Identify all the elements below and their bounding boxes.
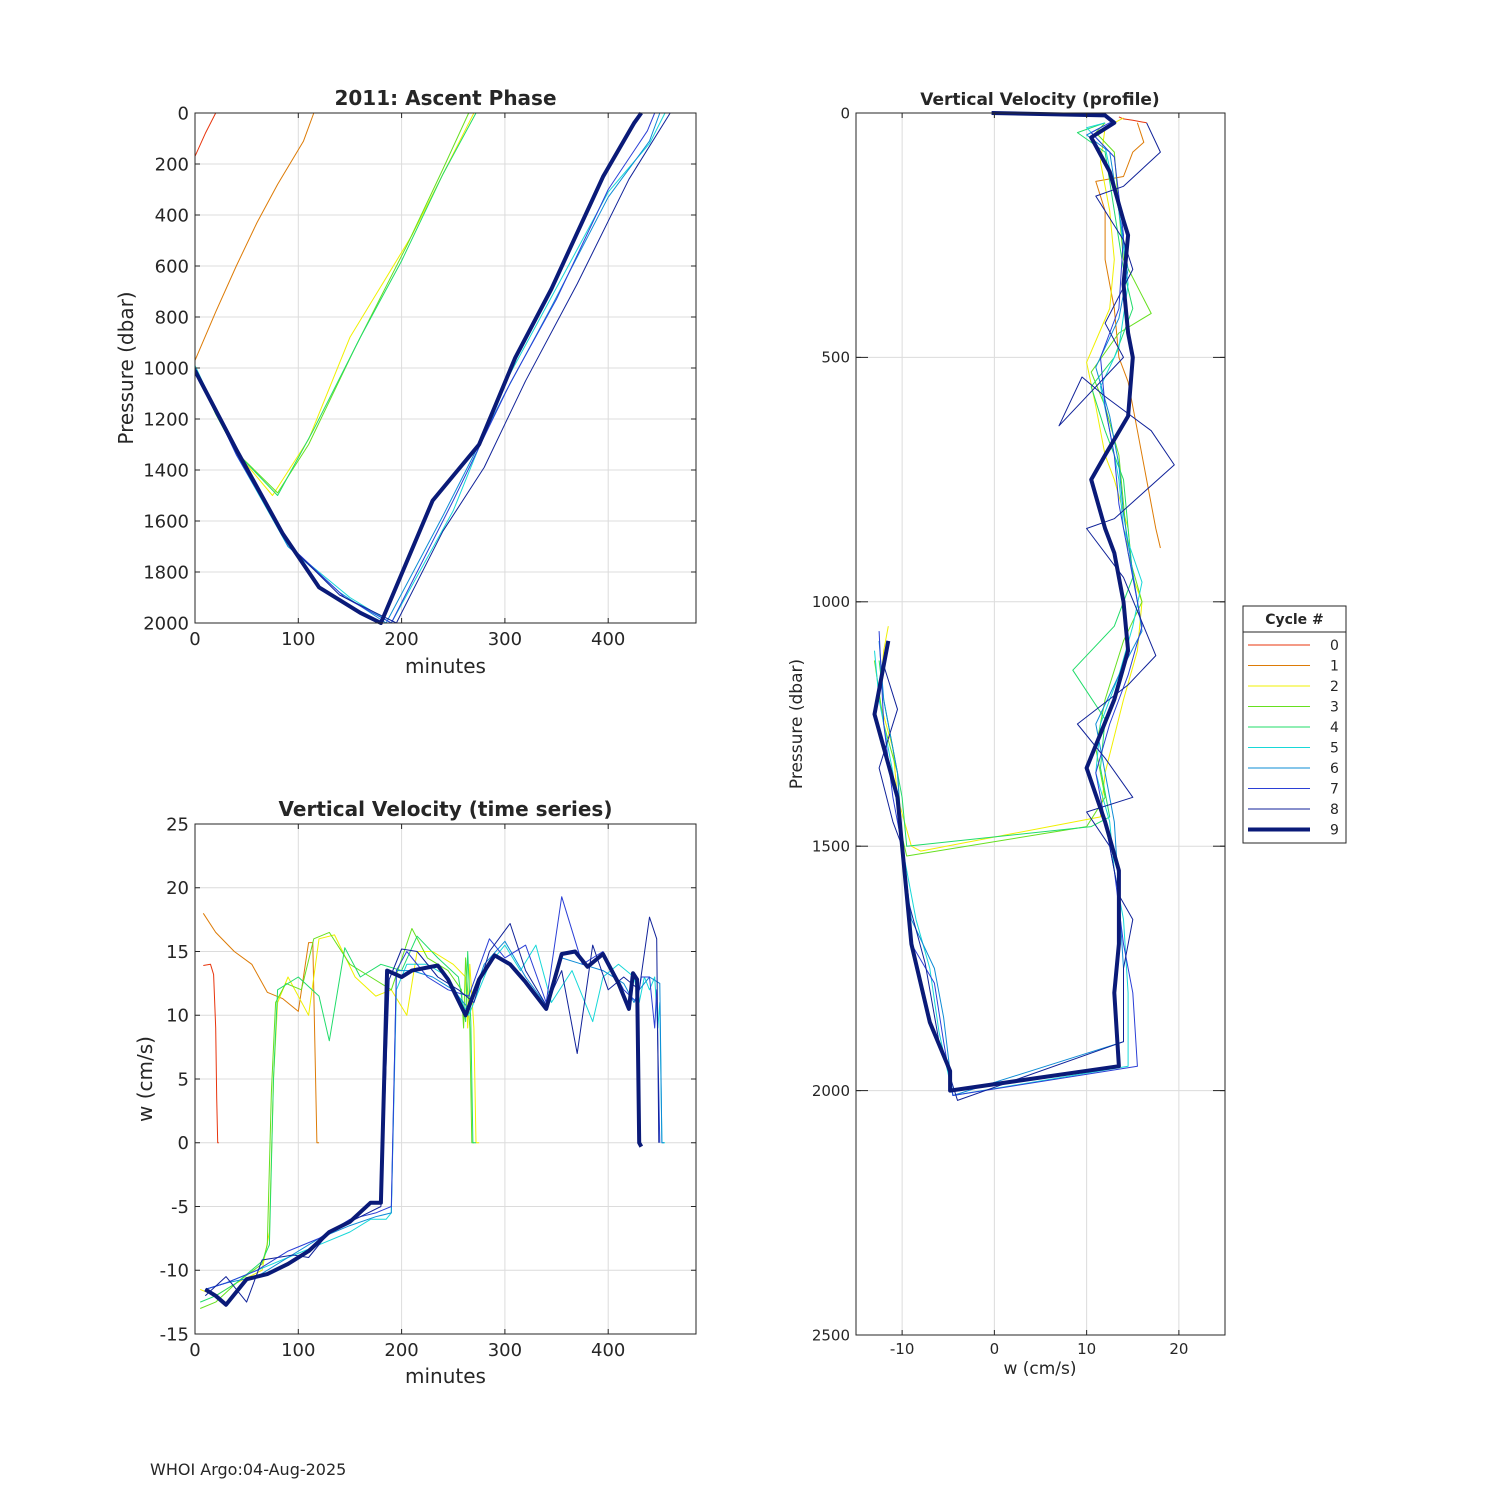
series-line-cycle-0 [1118, 116, 1147, 124]
series-line-cycle-8 [204, 916, 660, 1303]
legend-label-cycle-4: 4 [1330, 720, 1339, 736]
y-tick-label: 1600 [143, 511, 189, 532]
chart-title: Vertical Velocity (time series) [279, 797, 613, 821]
x-tick-label: 200 [384, 1340, 418, 1361]
series-line-cycle-1 [202, 913, 319, 1144]
y-tick-label: 1000 [812, 593, 850, 611]
series-line-cycle-9 [204, 949, 644, 1307]
series-line-cycle-4 [200, 935, 476, 1303]
y-tick-label: 2000 [812, 1082, 850, 1100]
y-axis-label: Pressure (dbar) [787, 659, 807, 789]
x-tick-label: 10 [1077, 1340, 1096, 1358]
legend-title: Cycle # [1265, 612, 1324, 628]
y-tick-label: 0 [178, 1133, 189, 1154]
series-line-cycle-9 [872, 111, 1135, 1093]
series-line-cycle-3 [200, 928, 474, 1309]
y-tick-label: -5 [171, 1197, 189, 1218]
series-line-cycle-1 [195, 112, 315, 361]
x-axis-label: minutes [405, 1364, 486, 1388]
legend-label-cycle-6: 6 [1330, 761, 1339, 777]
y-tick-label: 2500 [812, 1326, 850, 1344]
y-axis-label: w (cm/s) [133, 1036, 157, 1122]
x-tick-label: 20 [1169, 1340, 1188, 1358]
chart-title: 2011: Ascent Phase [334, 86, 556, 110]
plot-area [856, 113, 1225, 1335]
y-tick-label: 5 [178, 1069, 189, 1090]
legend-label-cycle-0: 0 [1330, 638, 1339, 654]
y-tick-label: 800 [155, 307, 189, 328]
series-line-cycle-8 [878, 122, 1175, 1101]
legend-label-cycle-3: 3 [1330, 700, 1339, 716]
x-tick-label: 200 [384, 629, 418, 650]
y-tick-label: 0 [178, 103, 189, 124]
legend-label-cycle-5: 5 [1330, 741, 1339, 757]
y-tick-label: 200 [155, 154, 189, 175]
y-tick-label: 1000 [143, 358, 189, 379]
y-tick-label: 15 [166, 942, 189, 963]
series-line-cycle-0 [195, 112, 217, 157]
y-tick-label: 1800 [143, 562, 189, 583]
x-tick-label: 300 [488, 629, 522, 650]
x-tick-label: 0 [189, 1340, 200, 1361]
series-line-cycle-0 [203, 963, 219, 1144]
x-tick-label: 100 [281, 1340, 315, 1361]
y-tick-label: 600 [155, 256, 189, 277]
x-tick-label: 400 [591, 1340, 625, 1361]
series-line-cycle-5 [205, 944, 665, 1290]
x-tick-label: 0 [990, 1340, 1000, 1358]
y-tick-label: 1400 [143, 460, 189, 481]
y-tick-label: 10 [166, 1006, 189, 1027]
series-line-cycle-2 [200, 934, 480, 1297]
chart-title: Vertical Velocity (profile) [920, 90, 1159, 110]
series-line-cycle-7 [878, 119, 1143, 1096]
x-tick-label: 300 [488, 1340, 522, 1361]
legend-label-cycle-7: 7 [1330, 782, 1339, 798]
axes-box [855, 112, 1226, 1336]
y-tick-label: 20 [166, 878, 189, 899]
series-line-cycle-9 [195, 111, 643, 625]
y-tick-label: -15 [160, 1324, 189, 1345]
y-tick-label: 500 [821, 349, 850, 367]
x-axis-label: minutes [405, 654, 486, 678]
footer-credit: WHOI Argo:04-Aug-2025 [150, 1460, 347, 1479]
y-tick-label: 2000 [143, 613, 189, 634]
y-tick-label: 1500 [812, 837, 850, 855]
velocity-time-series-chart: 0 100 200 300 400 -15 -10 -5 0 5 10 15 20 25 Vertical… [133, 797, 697, 1388]
legend-label-cycle-1: 1 [1330, 659, 1339, 675]
y-tick-label: 0 [840, 104, 850, 122]
ascent-phase-chart: 0 100 200 300 400 0 200 400 600 800 1000 1200 1400 16… [114, 86, 697, 678]
y-tick-label: 1200 [143, 409, 189, 430]
legend: Cycle # 0 1 2 3 4 5 6 7 8 9 [1242, 605, 1347, 844]
y-tick-label: 400 [155, 205, 189, 226]
y-tick-label: -10 [160, 1261, 189, 1282]
legend-label-cycle-9: 9 [1330, 823, 1339, 839]
x-tick-label: 100 [281, 629, 315, 650]
legend-label-cycle-8: 8 [1330, 802, 1339, 818]
y-tick-label: 25 [166, 814, 189, 835]
x-tick-label: 0 [189, 629, 200, 650]
y-axis-label: Pressure (dbar) [114, 291, 138, 444]
velocity-profile-chart: -10 0 10 20 0 500 1000 1500 2000 2500 Vertical Ve… [787, 90, 1226, 1379]
x-tick-label: -10 [890, 1340, 915, 1358]
x-axis-label: w (cm/s) [1003, 1359, 1076, 1379]
series-line-cycle-1 [1095, 122, 1161, 549]
x-tick-label: 400 [591, 629, 625, 650]
legend-label-cycle-2: 2 [1330, 679, 1339, 695]
